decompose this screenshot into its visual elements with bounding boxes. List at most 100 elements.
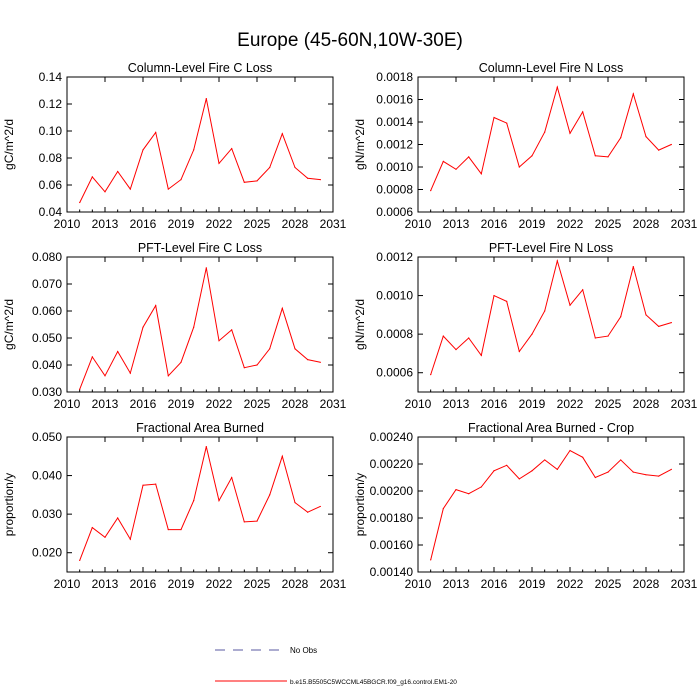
data-point (506, 122, 508, 124)
data-point (281, 307, 283, 309)
data-point (307, 359, 309, 361)
data-point (243, 181, 245, 183)
y-tick-label: 0.030 (32, 507, 62, 521)
data-point (569, 449, 571, 452)
legend-model-label: b.e15.B5505C5WCCML45BGCR.f09_g16.control… (290, 679, 457, 686)
x-tick-label: 2016 (481, 397, 508, 411)
y-axis-label: gC/m^2/d (2, 299, 16, 350)
data-point (556, 260, 558, 262)
data-point (218, 340, 220, 342)
data-point (518, 350, 520, 353)
x-tick-label: 2031 (671, 217, 698, 231)
chart-panel: Column-Level Fire C Loss gC/m^2/d 2010 2013… (2, 61, 347, 231)
data-point (193, 149, 195, 151)
data-point (544, 459, 546, 461)
x-tick-label: 2019 (168, 397, 195, 411)
x-tick-label: 2016 (130, 577, 157, 591)
data-point (468, 156, 470, 158)
data-point (506, 464, 508, 466)
data-point (307, 177, 309, 179)
data-point (193, 500, 195, 502)
data-point (129, 188, 131, 190)
y-tick-label: 0.020 (32, 546, 62, 560)
data-point (231, 476, 233, 479)
data-point (620, 316, 622, 318)
data-point (231, 329, 233, 331)
x-tick-label: 2016 (481, 577, 508, 591)
data-point (319, 179, 321, 181)
chart-title: Fractional Area Burned - Crop (468, 421, 634, 435)
data-point (607, 471, 609, 473)
data-point (442, 335, 444, 337)
data-point (294, 166, 296, 169)
x-tick-label: 2031 (671, 577, 698, 591)
data-point (493, 116, 495, 119)
data-point (430, 190, 432, 192)
series-line (79, 98, 321, 203)
x-tick-label: 2019 (168, 217, 195, 231)
x-tick-label: 2016 (130, 217, 157, 231)
x-tick-label: 2019 (519, 217, 546, 231)
y-tick-label: 0.0008 (376, 327, 413, 341)
data-point (91, 176, 93, 178)
data-point (269, 494, 271, 496)
data-point (104, 191, 106, 193)
data-point (544, 131, 546, 133)
x-tick-label: 2010 (54, 217, 81, 231)
data-point (556, 468, 558, 470)
x-tick-label: 2022 (206, 577, 233, 591)
data-point (531, 155, 533, 157)
x-tick-label: 2028 (633, 577, 660, 591)
x-tick-label: 2028 (633, 397, 660, 411)
x-tick-label: 2028 (282, 217, 309, 231)
data-point (79, 388, 81, 390)
x-tick-label: 2013 (92, 397, 119, 411)
y-tick-label: 0.00220 (370, 457, 414, 471)
x-tick-label: 2025 (595, 397, 622, 411)
chart-panel: PFT-Level Fire C Loss gC/m^2/d 2010 2013 201… (2, 241, 347, 411)
x-tick-label: 2013 (443, 397, 470, 411)
y-tick-label: 0.060 (32, 304, 62, 318)
y-tick-label: 0.0006 (376, 366, 413, 380)
x-tick-label: 2031 (320, 397, 347, 411)
data-point (480, 354, 482, 356)
legend-no-obs-label: No Obs (290, 646, 317, 655)
y-tick-label: 0.00180 (370, 511, 414, 525)
data-point (91, 356, 93, 358)
x-tick-label: 2019 (519, 397, 546, 411)
data-point (442, 160, 444, 162)
data-point (155, 131, 157, 133)
data-point (670, 321, 672, 324)
data-point (193, 326, 195, 328)
data-point (455, 348, 457, 351)
data-point (506, 300, 508, 302)
chart-panel: Fractional Area Burned - Crop proportion/… (353, 421, 698, 591)
x-tick-label: 2022 (557, 397, 584, 411)
x-tick-label: 2031 (671, 397, 698, 411)
data-point (493, 294, 495, 297)
data-point (256, 364, 258, 366)
y-tick-label: 0.08 (39, 151, 63, 165)
panels: Column-Level Fire C Loss gC/m^2/d 2010 2013… (2, 61, 698, 591)
x-tick-label: 2028 (282, 577, 309, 591)
data-point (218, 162, 220, 164)
chart-title: PFT-Level Fire N Loss (489, 241, 613, 255)
data-point (645, 136, 647, 138)
data-point (632, 93, 634, 95)
data-point (594, 476, 596, 479)
data-point (269, 166, 271, 169)
y-tick-label: 0.0006 (376, 205, 413, 219)
data-point (531, 333, 533, 335)
y-tick-label: 0.00200 (370, 484, 414, 498)
data-point (658, 149, 660, 151)
y-tick-label: 0.050 (32, 331, 62, 345)
data-point (480, 173, 482, 175)
y-tick-label: 0.12 (39, 97, 63, 111)
data-point (430, 559, 432, 561)
data-point (243, 521, 245, 523)
data-point (582, 289, 584, 291)
data-point (670, 143, 672, 146)
data-point (117, 170, 119, 173)
data-point (468, 493, 470, 495)
data-point (319, 505, 321, 508)
